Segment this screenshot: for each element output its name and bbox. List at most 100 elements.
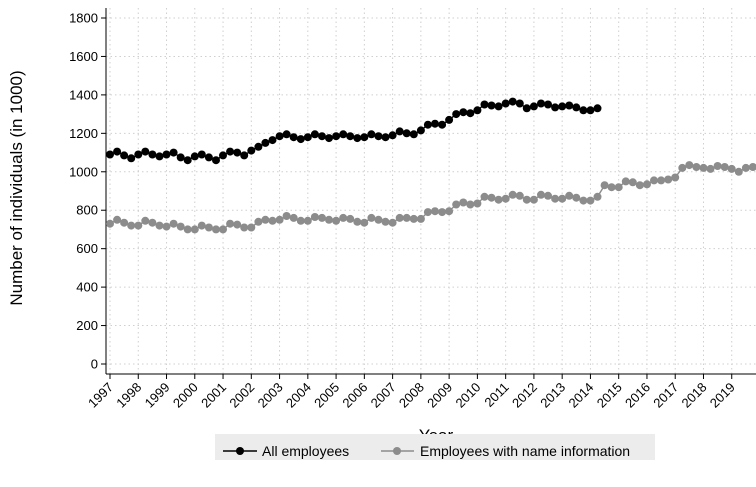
- data-point-1-12: [190, 225, 199, 234]
- data-point-1-17: [226, 219, 235, 228]
- data-point-0-10: [176, 153, 185, 162]
- data-point-1-68: [586, 196, 595, 205]
- data-point-0-52: [473, 106, 482, 115]
- data-point-1-1: [113, 215, 122, 224]
- data-point-1-70: [600, 181, 609, 190]
- data-point-1-45: [423, 208, 432, 217]
- data-point-1-91: [748, 163, 756, 171]
- data-point-0-18: [233, 148, 242, 157]
- data-point-0-46: [431, 119, 439, 128]
- legend: All employees Employees with name inform…: [215, 434, 655, 460]
- data-point-1-13: [197, 221, 206, 230]
- data-point-1-43: [409, 214, 418, 223]
- data-point-1-16: [219, 225, 227, 234]
- data-point-0-55: [494, 102, 503, 111]
- data-point-1-29: [310, 213, 319, 221]
- data-point-1-72: [614, 183, 623, 192]
- data-point-0-68: [586, 106, 595, 115]
- data-point-1-55: [494, 195, 503, 204]
- data-point-0-62: [544, 100, 552, 109]
- data-point-0-33: [339, 130, 348, 139]
- legend-item-all-employees: All employees: [223, 443, 349, 459]
- data-point-1-81: [678, 163, 687, 172]
- data-point-1-25: [282, 212, 291, 220]
- data-point-1-60: [529, 195, 538, 204]
- legend-marker-all-employees: [236, 447, 244, 455]
- data-point-1-67: [579, 196, 588, 205]
- y-tick-label-0: 0: [91, 357, 98, 372]
- data-point-1-59: [522, 195, 531, 204]
- data-point-1-42: [402, 213, 411, 222]
- data-point-0-64: [558, 102, 567, 111]
- data-point-1-28: [303, 216, 312, 225]
- data-point-0-6: [148, 150, 157, 159]
- data-point-1-20: [247, 223, 256, 232]
- data-point-1-18: [233, 220, 242, 229]
- data-point-1-19: [240, 223, 249, 232]
- data-point-0-21: [254, 142, 263, 151]
- data-point-0-12: [190, 152, 199, 161]
- data-point-1-27: [296, 216, 305, 225]
- data-point-0-49: [452, 110, 461, 119]
- data-point-0-56: [501, 99, 510, 108]
- series-1: [106, 161, 756, 234]
- data-point-1-4: [134, 221, 143, 230]
- data-point-1-3: [127, 221, 136, 230]
- data-point-0-19: [240, 151, 249, 160]
- data-point-1-7: [155, 221, 164, 230]
- data-point-0-9: [169, 148, 178, 157]
- data-point-0-27: [296, 135, 305, 144]
- data-point-1-14: [204, 223, 213, 232]
- data-point-1-22: [261, 215, 270, 224]
- data-point-1-83: [692, 163, 701, 171]
- data-point-0-15: [212, 156, 220, 165]
- legend-item-employees-with-name-information: Employees with name information: [381, 443, 630, 459]
- data-point-1-48: [445, 207, 454, 216]
- data-point-1-58: [515, 191, 524, 200]
- data-point-0-38: [374, 132, 383, 141]
- data-point-1-63: [551, 194, 560, 203]
- data-point-0-32: [332, 132, 341, 141]
- y-tick-label-600: 600: [76, 241, 98, 256]
- data-point-0-0: [106, 150, 114, 159]
- data-point-0-45: [423, 120, 432, 129]
- data-point-1-40: [388, 218, 397, 227]
- data-point-1-76: [643, 180, 651, 189]
- series-0: [106, 97, 602, 165]
- y-tick-label-1600: 1600: [69, 49, 98, 64]
- data-point-1-11: [183, 225, 192, 234]
- data-point-1-30: [318, 213, 326, 222]
- data-point-1-26: [289, 213, 298, 222]
- data-point-0-11: [183, 156, 192, 165]
- data-point-1-65: [565, 191, 574, 200]
- data-point-1-38: [374, 215, 383, 224]
- data-point-1-49: [452, 200, 461, 209]
- data-point-1-75: [635, 181, 644, 190]
- data-point-1-88: [727, 164, 736, 173]
- y-tick-label-1200: 1200: [69, 126, 98, 141]
- data-point-1-89: [734, 167, 743, 176]
- data-point-0-42: [402, 129, 411, 138]
- data-point-0-65: [565, 101, 574, 110]
- data-point-1-41: [395, 213, 404, 222]
- data-point-1-87: [720, 163, 729, 171]
- legend-label-employees-with-name-information: Employees with name information: [420, 443, 630, 459]
- data-point-1-90: [741, 163, 750, 172]
- data-point-0-1: [113, 147, 122, 156]
- data-point-1-54: [487, 193, 496, 202]
- data-point-0-51: [466, 109, 475, 118]
- data-point-1-2: [120, 218, 129, 227]
- data-point-0-14: [204, 153, 213, 162]
- data-point-1-10: [176, 222, 185, 231]
- data-point-1-44: [416, 214, 425, 223]
- data-point-1-8: [162, 222, 171, 231]
- data-point-0-2: [120, 151, 129, 160]
- data-point-1-32: [332, 216, 341, 225]
- data-point-1-57: [508, 190, 517, 199]
- data-point-1-71: [607, 183, 616, 192]
- data-point-0-39: [381, 133, 390, 142]
- y-axis-ticks: 0 200 400 600 800 1000 1200 1400 1600 1800: [69, 11, 106, 372]
- y-tick-label-400: 400: [76, 280, 98, 295]
